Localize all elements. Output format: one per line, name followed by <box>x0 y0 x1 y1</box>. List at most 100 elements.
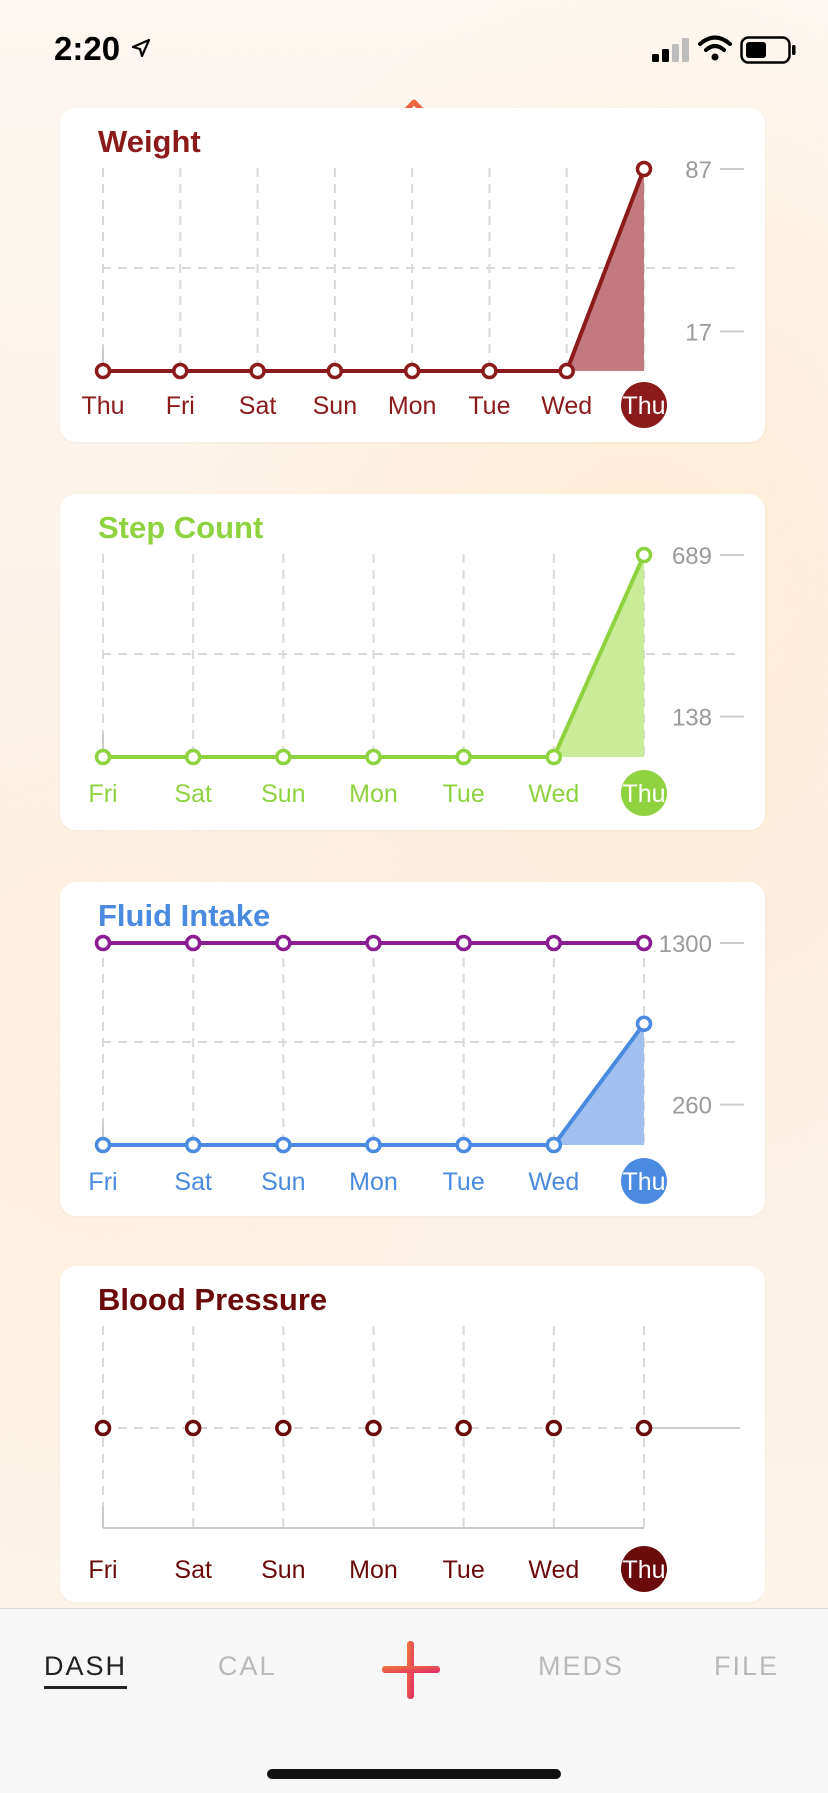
home-indicator <box>267 1769 561 1779</box>
data-point <box>326 362 344 380</box>
day-label: Sun <box>261 780 305 808</box>
day-label: Tue <box>443 780 485 808</box>
day-label: Sun <box>261 1556 305 1584</box>
data-point <box>94 934 112 952</box>
y-tick-label: 689 <box>672 543 712 570</box>
y-tick-label: 260 <box>672 1093 712 1120</box>
location-arrow-icon <box>131 38 151 58</box>
blood-pressure-chart: Fri Sat Sun Mon Tue Wed Thu <box>88 1326 740 1592</box>
data-point <box>365 934 382 952</box>
data-point <box>545 934 563 952</box>
day-label: Sat <box>239 392 277 420</box>
day-label: Tue <box>468 392 510 420</box>
data-point <box>365 1419 382 1437</box>
fluid-intake-card[interactable]: Fluid Intake 1300 260 Fri Sat Sun Mon Tue Wed Th… <box>60 882 765 1216</box>
day-label: Fri <box>166 392 195 420</box>
series-line <box>103 168 646 373</box>
data-point <box>455 1419 472 1437</box>
weight-chart: 87 17 Thu Fri Sat Sun Mon Tue Wed Thu <box>81 157 744 428</box>
day-label: Thu <box>622 1168 665 1196</box>
day-label: Sun <box>313 392 357 420</box>
day-label: Thu <box>622 780 665 808</box>
day-label: Wed <box>528 780 579 808</box>
data-point <box>184 748 202 766</box>
y-tick-label: 87 <box>685 157 712 184</box>
data-point <box>94 1136 112 1154</box>
step-count-card[interactable]: Step Count 689 138 Fri Sat Sun Mon Tue Wed Thu <box>60 494 765 830</box>
blood-pressure-card[interactable]: Blood Pressure Fri Sat Sun Mon Tue Wed Thu <box>60 1266 765 1602</box>
blood-pressure-title: Blood Pressure <box>98 1282 328 1317</box>
day-label: Wed <box>541 392 592 420</box>
tab-cal[interactable]: CAL <box>218 1651 277 1681</box>
day-label: Thu <box>622 392 665 420</box>
day-label: Wed <box>528 1556 579 1584</box>
today-highlight <box>621 1158 667 1204</box>
day-label: Mon <box>388 392 437 420</box>
data-point <box>275 1419 292 1437</box>
tab-dash[interactable]: DASH <box>44 1651 128 1689</box>
day-label: Thu <box>81 392 124 420</box>
day-label: Wed <box>528 1168 579 1196</box>
day-label: Mon <box>349 1168 398 1196</box>
day-label: Fri <box>88 780 117 808</box>
data-point <box>365 1136 382 1154</box>
data-point <box>275 748 292 766</box>
y-tick-label: 17 <box>685 320 712 347</box>
day-label: Mon <box>349 780 398 808</box>
wifi-icon <box>698 35 732 61</box>
today-highlight <box>621 1546 667 1592</box>
step-count-chart: 689 138 Fri Sat Sun Mon Tue Wed Thu <box>88 543 744 816</box>
step-count-title: Step Count <box>98 510 264 545</box>
data-point <box>365 748 382 766</box>
y-tick-label: 1300 <box>659 931 712 958</box>
day-label: Tue <box>443 1168 485 1196</box>
today-highlight <box>621 770 667 816</box>
data-point <box>635 934 653 952</box>
data-point <box>635 160 653 178</box>
data-point <box>545 1136 563 1154</box>
data-point <box>545 1419 563 1437</box>
battery-icon <box>740 36 796 64</box>
day-label: Mon <box>349 1556 398 1584</box>
tab-file[interactable]: FILE <box>714 1651 780 1681</box>
data-point <box>403 362 421 380</box>
data-point <box>481 362 498 380</box>
weight-card[interactable]: Weight 87 17 Thu Fri Sat Sun Mon Tue Wed Thu <box>60 108 765 442</box>
tab-meds[interactable]: MEDS <box>538 1651 625 1681</box>
today-highlight <box>621 382 667 428</box>
data-point <box>455 1136 472 1154</box>
data-point <box>184 934 202 952</box>
status-bar: 2:20 <box>0 0 828 96</box>
data-point <box>184 1136 202 1154</box>
day-label: Sun <box>261 1168 305 1196</box>
data-point <box>249 362 266 380</box>
day-label: Sat <box>174 1556 212 1584</box>
data-point <box>455 748 472 766</box>
fluid-intake-title: Fluid Intake <box>98 898 271 933</box>
day-label: Sat <box>174 780 212 808</box>
data-point <box>545 748 563 766</box>
data-point <box>275 1136 292 1154</box>
add-plus-icon[interactable] <box>380 1639 442 1701</box>
data-point <box>172 362 189 380</box>
data-point <box>275 934 292 952</box>
data-point <box>94 1419 112 1437</box>
data-point <box>635 546 653 564</box>
cellular-signal-icon <box>652 38 689 62</box>
data-point <box>455 934 472 952</box>
fluid-intake-chart: 1300 260 Fri Sat Sun Mon Tue Wed Thu <box>88 931 744 1204</box>
day-label: Fri <box>88 1168 117 1196</box>
data-point <box>94 748 112 766</box>
day-label: Tue <box>443 1556 485 1584</box>
tab-bar: DASH CAL MEDS FILE <box>0 1608 828 1793</box>
day-label: Sat <box>174 1168 212 1196</box>
data-point <box>635 1419 653 1437</box>
status-time: 2:20 <box>54 30 121 67</box>
data-point <box>558 362 575 380</box>
weight-title: Weight <box>98 124 201 159</box>
data-point <box>94 362 112 380</box>
y-tick-label: 138 <box>672 705 712 732</box>
data-point <box>184 1419 202 1437</box>
day-label: Thu <box>622 1556 665 1584</box>
day-label: Fri <box>88 1556 117 1584</box>
